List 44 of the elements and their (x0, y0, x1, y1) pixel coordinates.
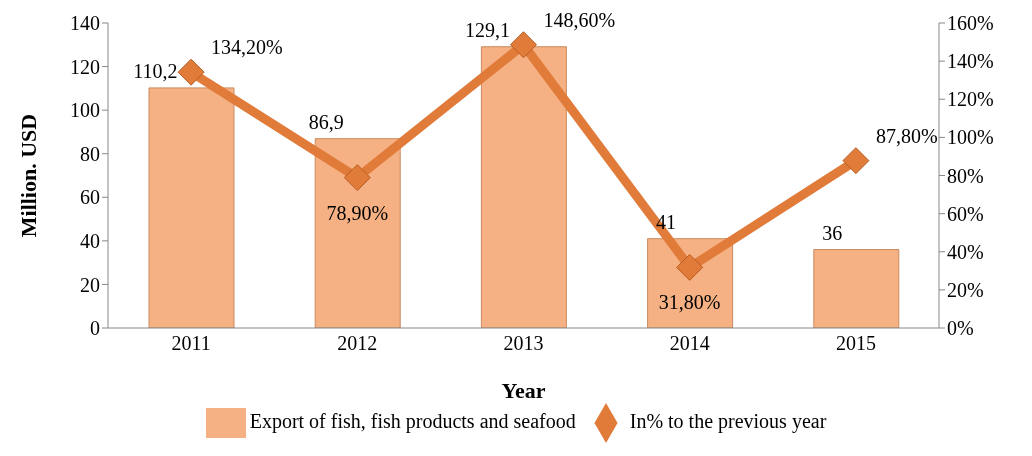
data-label: 31,80% (658, 291, 721, 314)
point (177, 58, 205, 86)
y2-tick-label: 20% (947, 278, 984, 301)
y2-tick-label: 80% (947, 164, 984, 187)
y2-tick-label: 40% (947, 240, 984, 263)
point (343, 164, 371, 192)
y-axis-title: Million. USD (15, 113, 41, 238)
data-label: 110,2 (133, 59, 178, 82)
x-tick-label: 2014 (669, 332, 710, 355)
x-tick-label: 2011 (171, 332, 211, 355)
x-tick-label: 2013 (503, 332, 544, 355)
bar (480, 46, 567, 328)
data-label: 86,9 (308, 110, 344, 133)
data-label: 87,80% (875, 124, 938, 147)
bar (813, 249, 900, 328)
y-tick-label: 80 (80, 142, 100, 165)
y2-tick-label: 140% (947, 50, 994, 73)
y2-tick-label: 120% (947, 88, 994, 111)
legend-label: Export of fish, fish products and seafood (249, 409, 576, 432)
bar (148, 87, 235, 328)
data-label: 148,60% (543, 8, 616, 31)
y2-tick-label: 0% (947, 317, 974, 340)
y2-tick-label: 60% (947, 202, 984, 225)
data-label: 36 (822, 221, 843, 244)
y-tick-label: 60 (80, 186, 100, 209)
point (510, 31, 537, 59)
data-label: 134,20% (211, 36, 283, 59)
point (842, 147, 870, 175)
y2-tick-label: 100% (947, 126, 994, 149)
data-label: 129,1 (464, 18, 510, 41)
x-axis-title: Year (501, 378, 546, 403)
y-tick-label: 120 (70, 55, 100, 78)
point (676, 253, 704, 281)
data-label: 78,90% (326, 201, 389, 224)
x-tick-label: 2015 (835, 332, 876, 355)
bar (314, 138, 401, 328)
y-tick-label: 100 (70, 99, 100, 122)
y-tick-label: 140 (70, 12, 100, 35)
y2-tick-label: 160% (947, 12, 994, 35)
y-tick-label: 20 (80, 273, 100, 296)
x-tick-label: 2012 (337, 332, 378, 355)
y-tick-label: 40 (80, 229, 100, 252)
legend-label: In% to the previous year (629, 409, 827, 432)
y-tick-label: 0 (90, 317, 100, 340)
